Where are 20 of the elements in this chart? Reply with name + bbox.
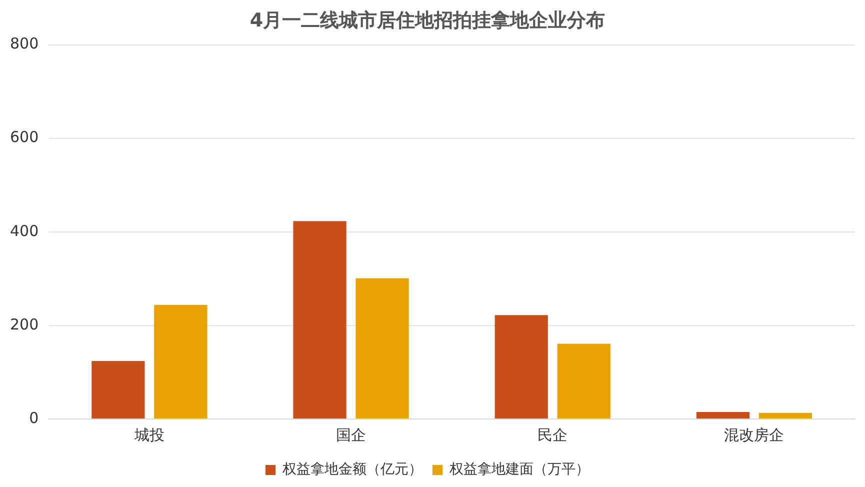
y-tick-label: 200 <box>10 315 39 334</box>
chart-title: 4月一二线城市居住地招拍挂拿地企业分布 <box>250 9 606 32</box>
x-tick-label: 混改房企 <box>724 426 784 444</box>
x-tick-label: 国企 <box>336 426 366 444</box>
legend-label: 权益拿地金额（亿元） <box>282 462 422 478</box>
bar <box>494 315 548 418</box>
y-tick-label: 800 <box>10 34 39 53</box>
x-tick-label: 民企 <box>538 426 568 444</box>
bar <box>356 278 409 418</box>
x-tick-label: 城投 <box>133 426 164 444</box>
legend-label: 权益拿地建面（万平） <box>448 462 590 478</box>
bar <box>293 221 346 418</box>
bar <box>557 344 610 418</box>
bar <box>758 412 812 418</box>
y-tick-label: 0 <box>29 408 39 427</box>
bar <box>696 412 750 418</box>
y-tick-label: 400 <box>10 222 39 240</box>
bar <box>154 304 208 418</box>
bar <box>92 361 145 418</box>
y-tick-label: 600 <box>10 128 39 146</box>
